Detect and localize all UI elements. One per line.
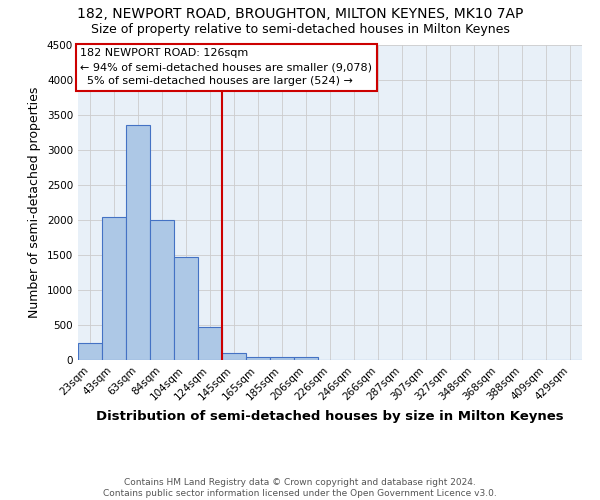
Bar [102,216,126,360]
Text: 182, NEWPORT ROAD, BROUGHTON, MILTON KEYNES, MK10 7AP: 182, NEWPORT ROAD, BROUGHTON, MILTON KEY… [77,8,523,22]
Bar [150,220,174,360]
Bar [222,353,246,360]
Bar [270,356,294,360]
Bar [198,327,222,360]
Bar [294,356,318,360]
Y-axis label: Number of semi-detached properties: Number of semi-detached properties [28,87,41,318]
Bar [126,126,150,360]
X-axis label: Distribution of semi-detached houses by size in Milton Keynes: Distribution of semi-detached houses by … [96,410,564,423]
Text: Contains HM Land Registry data © Crown copyright and database right 2024.
Contai: Contains HM Land Registry data © Crown c… [103,478,497,498]
Bar [174,257,198,360]
Bar [246,356,270,360]
Text: Size of property relative to semi-detached houses in Milton Keynes: Size of property relative to semi-detach… [91,22,509,36]
Text: 182 NEWPORT ROAD: 126sqm
← 94% of semi-detached houses are smaller (9,078)
  5% : 182 NEWPORT ROAD: 126sqm ← 94% of semi-d… [80,48,373,86]
Bar [78,342,102,360]
